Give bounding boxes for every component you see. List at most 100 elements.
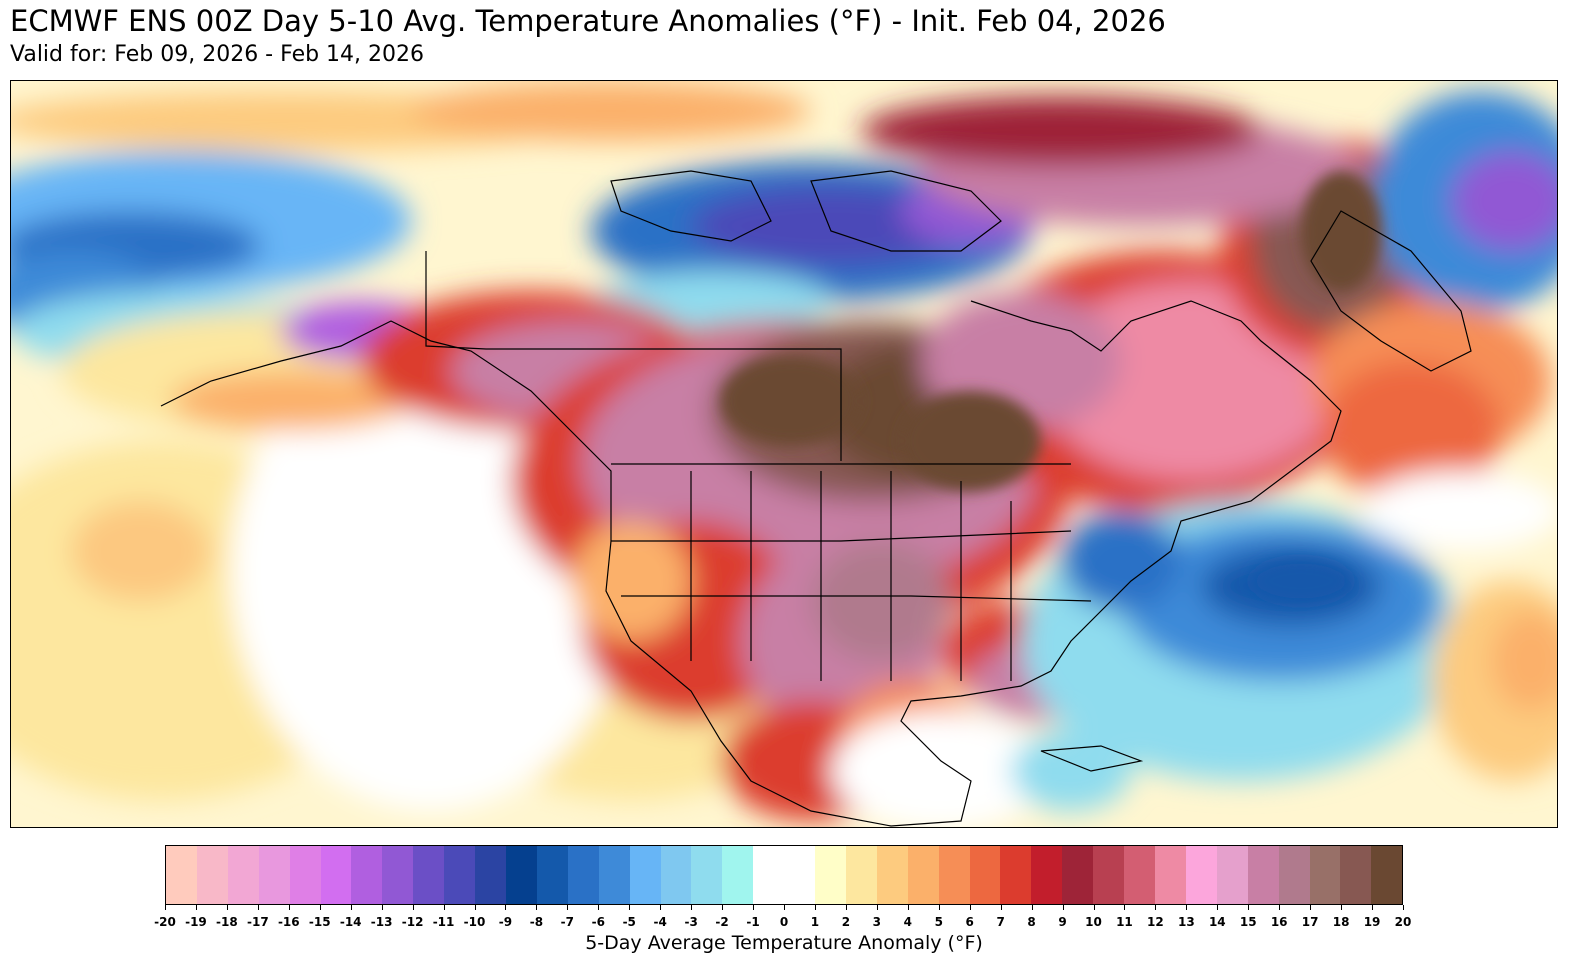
colorbar-tick-label: 8	[1027, 915, 1036, 929]
colorbar-swatch	[1278, 846, 1310, 904]
colorbar-tick	[1124, 905, 1126, 910]
colorbar-tick	[288, 905, 290, 910]
colorbar-swatch	[660, 846, 692, 904]
colorbar-tick	[938, 905, 940, 910]
colorbar-tick	[907, 905, 909, 910]
colorbar-tick	[1341, 905, 1343, 910]
colorbar-swatch	[475, 846, 506, 904]
coastline-outlines	[160, 170, 1472, 827]
colorbar-tick-label: 14	[1208, 915, 1226, 929]
colorbar	[165, 845, 1403, 905]
colorbar-tick-label: 11	[1116, 915, 1133, 929]
colorbar-tick-label: -10	[463, 915, 486, 929]
colorbar-tick	[257, 905, 259, 910]
colorbar-swatch	[1185, 846, 1217, 904]
colorbar-tick-label: 2	[841, 915, 851, 929]
colorbar-swatch	[784, 846, 816, 904]
colorbar-tick	[1310, 905, 1312, 910]
map-subtitle: Valid for: Feb 09, 2026 - Feb 14, 2026	[10, 42, 425, 67]
colorbar-tick	[536, 905, 538, 910]
colorbar-tick-label: -2	[715, 915, 729, 929]
colorbar-swatch	[351, 846, 383, 904]
colorbar-tick	[474, 905, 476, 910]
colorbar-tick	[753, 905, 755, 910]
colorbar-tick-label: -9	[498, 915, 513, 929]
colorbar-swatch	[1155, 846, 1186, 904]
colorbar-tick-label: -6	[591, 915, 605, 929]
colorbar-swatch	[382, 846, 414, 904]
colorbar-tick-label: -13	[370, 915, 393, 929]
anomaly-map-canvas	[11, 81, 1557, 827]
colorbar-swatch	[722, 846, 754, 904]
colorbar-swatch	[444, 846, 476, 904]
colorbar-swatch	[1031, 846, 1063, 904]
colorbar-swatch	[1062, 846, 1094, 904]
colorbar-swatch	[413, 846, 445, 904]
colorbar-tick-label: 5	[934, 915, 943, 929]
colorbar-swatch	[227, 846, 259, 904]
colorbar-tick-label: -16	[277, 915, 300, 929]
colorbar-tick	[505, 905, 507, 910]
colorbar-tick	[319, 905, 321, 910]
colorbar-swatch	[1124, 846, 1155, 904]
colorbar-swatch	[691, 846, 723, 904]
anomaly-map	[10, 80, 1558, 828]
colorbar-tick	[1000, 905, 1002, 910]
colorbar-swatch	[1216, 846, 1248, 904]
colorbar-tick	[845, 905, 847, 910]
colorbar-tick-label: 15	[1239, 915, 1257, 929]
colorbar-swatch	[598, 846, 630, 904]
colorbar-swatch	[1309, 846, 1341, 904]
colorbar-tick-label: 13	[1177, 915, 1195, 929]
colorbar-tick-label: 20	[1394, 915, 1412, 929]
colorbar-tick-label: -11	[432, 915, 455, 929]
colorbar-swatch	[815, 846, 846, 904]
colorbar-tick-label: -3	[684, 915, 698, 929]
colorbar-tick-label: 10	[1085, 915, 1102, 929]
colorbar-tick	[443, 905, 445, 910]
colorbar-tick-label: 1	[810, 915, 820, 929]
colorbar-tick-label: -15	[308, 915, 331, 929]
colorbar-tick	[381, 905, 383, 910]
colorbar-tick	[1372, 905, 1374, 910]
colorbar-tick-label: 3	[872, 915, 882, 929]
colorbar-tick	[722, 905, 724, 910]
colorbar-tick-label: -7	[560, 915, 575, 929]
colorbar-swatch	[196, 846, 228, 904]
colorbar-tick-label: 18	[1332, 915, 1350, 929]
colorbar-swatch	[320, 846, 352, 904]
colorbar-swatch	[845, 846, 877, 904]
colorbar-tick	[1031, 905, 1033, 910]
colorbar-tick-label: -19	[185, 915, 207, 929]
colorbar-swatch	[258, 846, 290, 904]
colorbar-tick	[412, 905, 414, 910]
colorbar-tick-label: 17	[1301, 915, 1319, 929]
colorbar-tick	[598, 905, 600, 910]
colorbar-ticks: -20 -19 -18 -17 -16 -15 -14 -13 -12 -11 -10 -9 -8 -7-…	[154, 905, 1411, 929]
colorbar-tick	[1279, 905, 1281, 910]
colorbar-swatch	[505, 846, 537, 904]
colorbar-tick	[814, 905, 816, 910]
colorbar-tick-label: -20	[154, 915, 176, 929]
colorbar-tick	[629, 905, 631, 910]
colorbar-tick-label: -4	[653, 915, 667, 929]
colorbar-swatch	[753, 846, 785, 904]
colorbar-swatch	[1371, 846, 1403, 904]
colorbar-swatch	[1340, 846, 1372, 904]
colorbar-tick	[226, 905, 228, 910]
colorbar-tick-label: -17	[247, 915, 269, 929]
colorbar-tick	[1155, 905, 1157, 910]
colorbar-tick-label: -8	[529, 915, 544, 929]
colorbar-swatch	[907, 846, 939, 904]
colorbar-tick	[1186, 905, 1188, 910]
colorbar-label: 5-Day Average Temperature Anomaly (°F)	[585, 932, 983, 954]
colorbar-swatch	[166, 846, 197, 904]
colorbar-tick-label: 4	[903, 915, 912, 929]
colorbar-swatch	[938, 846, 970, 904]
colorbar-swatch	[1093, 846, 1125, 904]
colorbar-swatch	[567, 846, 599, 904]
colorbar-tick-label: 19	[1363, 915, 1381, 929]
colorbar-swatch	[969, 846, 1001, 904]
colorbar-tick	[195, 905, 197, 910]
colorbar-tick	[876, 905, 878, 910]
